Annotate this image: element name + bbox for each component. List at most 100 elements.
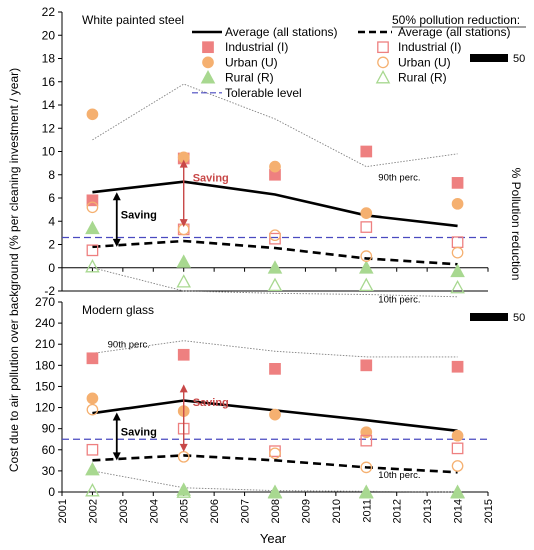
saving-arrow-head — [179, 443, 188, 452]
right-axis-label: % Pollution reduction — [509, 168, 523, 281]
legend-label: Industrial (I) — [398, 40, 461, 54]
percentile-label: 90th perc. — [378, 173, 420, 184]
open-circle-marker — [269, 447, 281, 460]
legend-label: Urban (U) — [398, 55, 451, 69]
y-tick-label: 0 — [48, 261, 55, 275]
saving-label: Saving — [193, 397, 229, 409]
saving-arrow-head — [179, 384, 188, 393]
y-tick-label: 210 — [35, 337, 55, 351]
open-square-marker — [360, 434, 373, 447]
open-square-marker — [86, 244, 99, 257]
pollution-reduction-value: 50 — [513, 312, 525, 324]
open-circle-marker — [451, 460, 464, 472]
x-tick-label: 2011 — [361, 499, 373, 523]
filled-triangle-marker — [450, 263, 465, 278]
average-reduced-line — [92, 239, 458, 266]
x-tick-label: 2007 — [240, 499, 252, 523]
open-triangle-marker — [450, 279, 465, 294]
filled-square-marker — [269, 363, 281, 375]
panel-modern-glass: 0 30 60 90 120 150 180 210 240 270 2001 2002 2003 200… — [35, 295, 525, 523]
legend-label: Urban (U) — [225, 55, 278, 69]
filled-triangle-marker — [267, 260, 283, 274]
x-tick-label: 2001 — [57, 499, 69, 523]
x-tick-label: 2008 — [270, 499, 282, 523]
open-circle-marker — [451, 246, 464, 259]
open-square-marker — [269, 232, 281, 245]
open-square-marker — [360, 221, 373, 233]
legend-item-reduced-average-all-stations: Average (all stations) — [358, 25, 511, 39]
legend-label: Average (all stations) — [398, 25, 511, 39]
legend-header-right: 50% pollution reduction: — [392, 13, 520, 27]
saving-arrow-head — [112, 238, 121, 247]
open-circle-marker — [360, 250, 373, 262]
filled-triangle-marker — [176, 254, 192, 268]
open-circle-marker — [269, 229, 281, 242]
percentile-line — [92, 83, 458, 168]
open-circle-marker — [360, 461, 373, 474]
x-tick-label: 2005 — [179, 499, 191, 523]
pollution-reduction-bar — [470, 313, 508, 321]
x-tick-label: 2004 — [148, 499, 160, 523]
legend-marker — [202, 56, 214, 69]
saving-arrow-head — [112, 412, 121, 421]
y-tick-label: 30 — [42, 464, 56, 478]
x-tick-label: 2013 — [422, 499, 434, 523]
percentile-label: 10th perc. — [378, 470, 420, 481]
y-tick-label: 240 — [35, 316, 55, 330]
legend-label: Rural (R) — [225, 71, 274, 85]
x-tick-label: 2002 — [87, 499, 99, 523]
y-tick-label: 22 — [42, 5, 56, 19]
x-tick-label: 2014 — [453, 499, 465, 523]
legend-item-reduced-industrial-i: Industrial (I) — [377, 40, 461, 54]
y-tick-label: 18 — [42, 52, 56, 66]
filled-square-marker — [360, 145, 373, 158]
panel-title: Modern glass — [82, 303, 154, 317]
percentile-label: 10th perc. — [378, 294, 420, 305]
filled-square-marker — [86, 194, 99, 207]
filled-triangle-marker — [85, 461, 100, 476]
y-tick-label: 14 — [42, 98, 56, 112]
pollution-reduction-bar — [470, 54, 508, 62]
x-tick-label: 2015 — [483, 499, 495, 523]
open-triangle-marker — [85, 259, 100, 273]
saving-arrow-head — [112, 452, 121, 461]
y-tick-label: 12 — [42, 121, 56, 135]
filled-square-marker — [86, 352, 99, 365]
y-axis-label: Cost due to air pollution over backgroun… — [7, 68, 21, 472]
legend-label: Average (all stations) — [225, 25, 338, 39]
open-square-marker — [451, 236, 464, 249]
y-tick-label: 60 — [42, 443, 56, 457]
filled-circle-marker — [86, 392, 99, 405]
saving-label: Saving — [193, 172, 229, 184]
y-tick-label: 8 — [48, 168, 55, 182]
y-tick-label: 4 — [48, 214, 55, 228]
filled-circle-marker — [269, 160, 281, 173]
legend-marker — [200, 70, 216, 84]
x-tick-label: 2003 — [118, 499, 130, 523]
percentile-line — [92, 340, 458, 358]
saving-label: Saving — [121, 210, 157, 222]
filled-square-marker — [451, 177, 464, 189]
legend-item-urban-u: Urban (U) — [202, 55, 278, 69]
filled-circle-marker — [86, 108, 99, 121]
legend-item-tolerable-level: Tolerable level — [192, 86, 302, 100]
open-triangle-marker — [358, 485, 374, 499]
y-tick-label: -2 — [44, 284, 55, 298]
y-tick-label: 6 — [48, 191, 55, 205]
y-tick-label: 180 — [35, 358, 55, 372]
legend-marker — [377, 41, 389, 54]
saving-label: Saving — [121, 426, 157, 438]
saving-arrow-head — [179, 219, 188, 228]
open-triangle-marker — [176, 274, 192, 288]
x-tick-label: 2012 — [392, 499, 404, 523]
legend-item-reduced-urban-u: Urban (U) — [377, 55, 451, 69]
panel-white-painted-steel: -2 0 2 4 6 8 10 12 14 16 18 20 22 White painted steel… — [42, 5, 526, 305]
legend-item-reduced-rural-r: Rural (R) — [375, 70, 447, 85]
filled-triangle-marker — [358, 260, 374, 274]
legend: 50% pollution reduction:Average (all sta… — [192, 13, 526, 100]
filled-circle-marker — [269, 408, 281, 421]
saving-arrow-head — [112, 192, 121, 201]
panel-title: White painted steel — [82, 13, 184, 27]
open-square-marker — [451, 442, 464, 455]
